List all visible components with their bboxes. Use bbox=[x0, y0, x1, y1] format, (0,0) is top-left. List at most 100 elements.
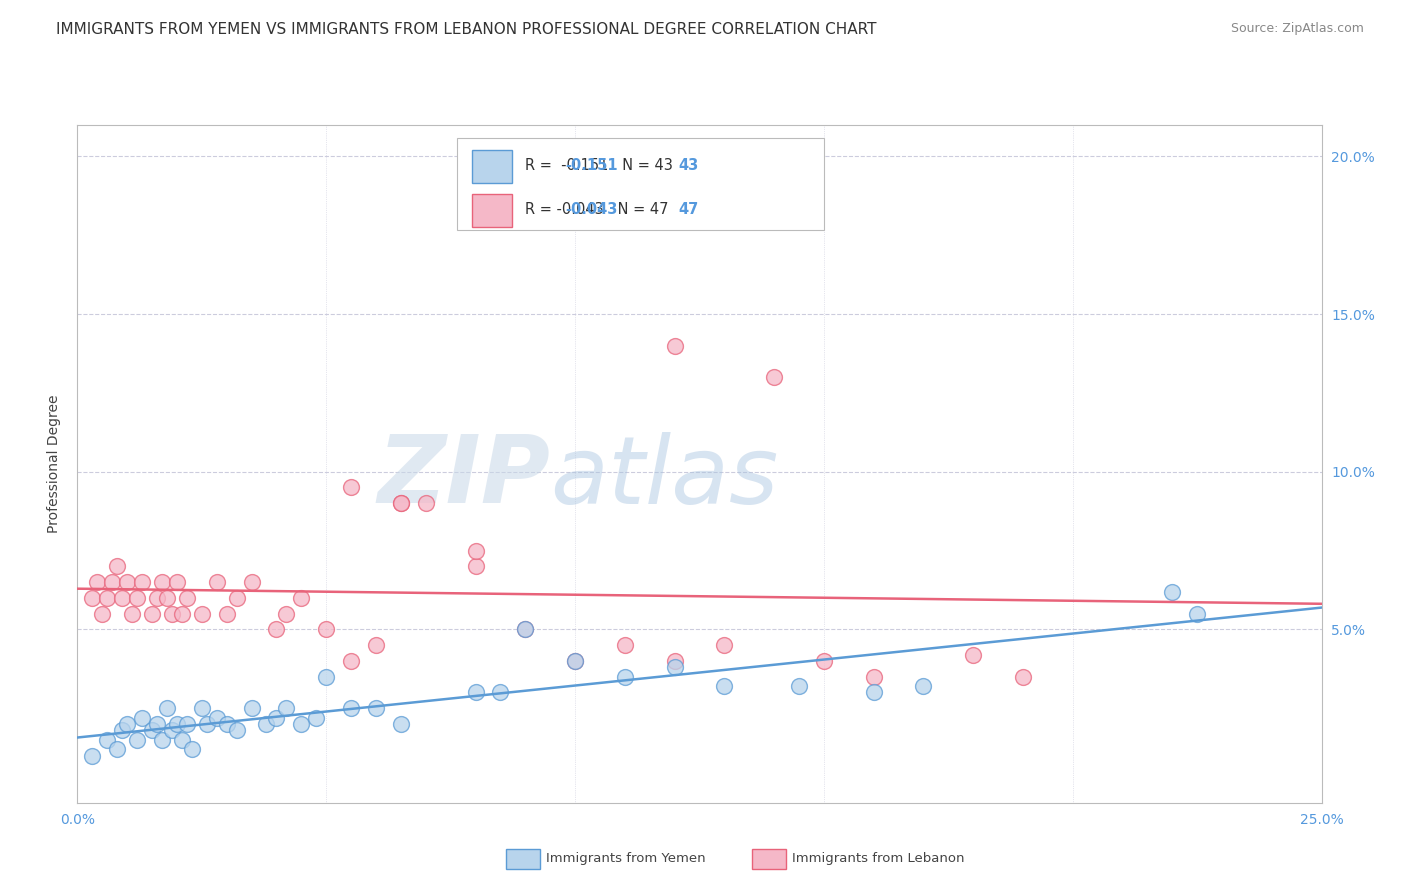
Text: atlas: atlas bbox=[550, 432, 779, 523]
Point bbox=[105, 742, 128, 756]
Point bbox=[166, 717, 188, 731]
Point bbox=[82, 591, 104, 605]
Point bbox=[150, 732, 173, 747]
FancyBboxPatch shape bbox=[472, 151, 512, 183]
Point bbox=[290, 717, 312, 731]
Point bbox=[111, 723, 134, 738]
Point bbox=[176, 591, 198, 605]
Point bbox=[340, 654, 363, 668]
Point bbox=[240, 701, 263, 715]
Point bbox=[389, 496, 412, 510]
Point bbox=[170, 732, 193, 747]
Point bbox=[115, 717, 138, 731]
Y-axis label: Professional Degree: Professional Degree bbox=[46, 394, 60, 533]
Text: Source: ZipAtlas.com: Source: ZipAtlas.com bbox=[1230, 22, 1364, 36]
Point bbox=[156, 591, 179, 605]
Point bbox=[763, 370, 786, 384]
Point bbox=[166, 575, 188, 590]
Point bbox=[564, 654, 586, 668]
Text: -0.043: -0.043 bbox=[565, 202, 617, 218]
Point bbox=[340, 481, 363, 495]
Point bbox=[464, 685, 486, 699]
Text: Immigrants from Lebanon: Immigrants from Lebanon bbox=[792, 852, 965, 864]
Point bbox=[170, 607, 193, 621]
Point bbox=[91, 607, 114, 621]
Text: -0.151: -0.151 bbox=[565, 159, 617, 173]
Point bbox=[125, 732, 148, 747]
Point bbox=[96, 732, 118, 747]
Point bbox=[290, 591, 312, 605]
Point bbox=[862, 685, 884, 699]
Point bbox=[131, 575, 153, 590]
Point bbox=[305, 711, 328, 725]
Point bbox=[225, 591, 247, 605]
Point bbox=[215, 717, 238, 731]
Point bbox=[105, 559, 128, 574]
Point bbox=[160, 607, 183, 621]
Point bbox=[125, 591, 148, 605]
FancyBboxPatch shape bbox=[472, 194, 512, 227]
Point bbox=[564, 654, 586, 668]
Point bbox=[713, 638, 735, 652]
Point bbox=[82, 748, 104, 763]
FancyBboxPatch shape bbox=[457, 138, 824, 230]
Point bbox=[180, 742, 202, 756]
Point bbox=[713, 679, 735, 693]
Point bbox=[415, 496, 437, 510]
Point bbox=[315, 623, 337, 637]
Point bbox=[191, 607, 214, 621]
Point bbox=[141, 607, 163, 621]
Point bbox=[1187, 607, 1209, 621]
Point bbox=[389, 717, 412, 731]
Text: R = -0.043   N = 47: R = -0.043 N = 47 bbox=[526, 202, 669, 218]
Point bbox=[515, 623, 537, 637]
Point bbox=[96, 591, 118, 605]
Point bbox=[813, 654, 835, 668]
Point bbox=[1161, 584, 1184, 599]
Point bbox=[146, 591, 169, 605]
Point bbox=[240, 575, 263, 590]
Point bbox=[962, 648, 984, 662]
Point bbox=[101, 575, 124, 590]
Point bbox=[215, 607, 238, 621]
Point bbox=[150, 575, 173, 590]
Text: 43: 43 bbox=[678, 159, 699, 173]
Point bbox=[464, 543, 486, 558]
Point bbox=[111, 591, 134, 605]
Point bbox=[664, 338, 686, 352]
Point bbox=[315, 670, 337, 684]
Point bbox=[489, 685, 512, 699]
Point bbox=[364, 701, 387, 715]
Text: IMMIGRANTS FROM YEMEN VS IMMIGRANTS FROM LEBANON PROFESSIONAL DEGREE CORRELATION: IMMIGRANTS FROM YEMEN VS IMMIGRANTS FROM… bbox=[56, 22, 877, 37]
Point bbox=[340, 701, 363, 715]
Text: 47: 47 bbox=[678, 202, 699, 218]
Point bbox=[141, 723, 163, 738]
Point bbox=[115, 575, 138, 590]
Point bbox=[160, 723, 183, 738]
Point bbox=[515, 623, 537, 637]
Point bbox=[613, 638, 636, 652]
Point bbox=[225, 723, 247, 738]
Point bbox=[464, 559, 486, 574]
Text: ZIP: ZIP bbox=[377, 432, 550, 524]
Point bbox=[146, 717, 169, 731]
Point bbox=[364, 638, 387, 652]
Point bbox=[176, 717, 198, 731]
Point bbox=[276, 701, 298, 715]
Point bbox=[195, 717, 218, 731]
Point bbox=[156, 701, 179, 715]
Point bbox=[389, 496, 412, 510]
Point bbox=[256, 717, 278, 731]
Point bbox=[205, 711, 228, 725]
Point bbox=[86, 575, 108, 590]
Point bbox=[266, 623, 288, 637]
Point bbox=[191, 701, 214, 715]
Text: R =  -0.151   N = 43: R = -0.151 N = 43 bbox=[526, 159, 673, 173]
Point bbox=[664, 660, 686, 674]
Point bbox=[266, 711, 288, 725]
Point bbox=[276, 607, 298, 621]
Point bbox=[1012, 670, 1035, 684]
Point bbox=[787, 679, 810, 693]
Point bbox=[121, 607, 143, 621]
Text: Immigrants from Yemen: Immigrants from Yemen bbox=[546, 852, 706, 864]
